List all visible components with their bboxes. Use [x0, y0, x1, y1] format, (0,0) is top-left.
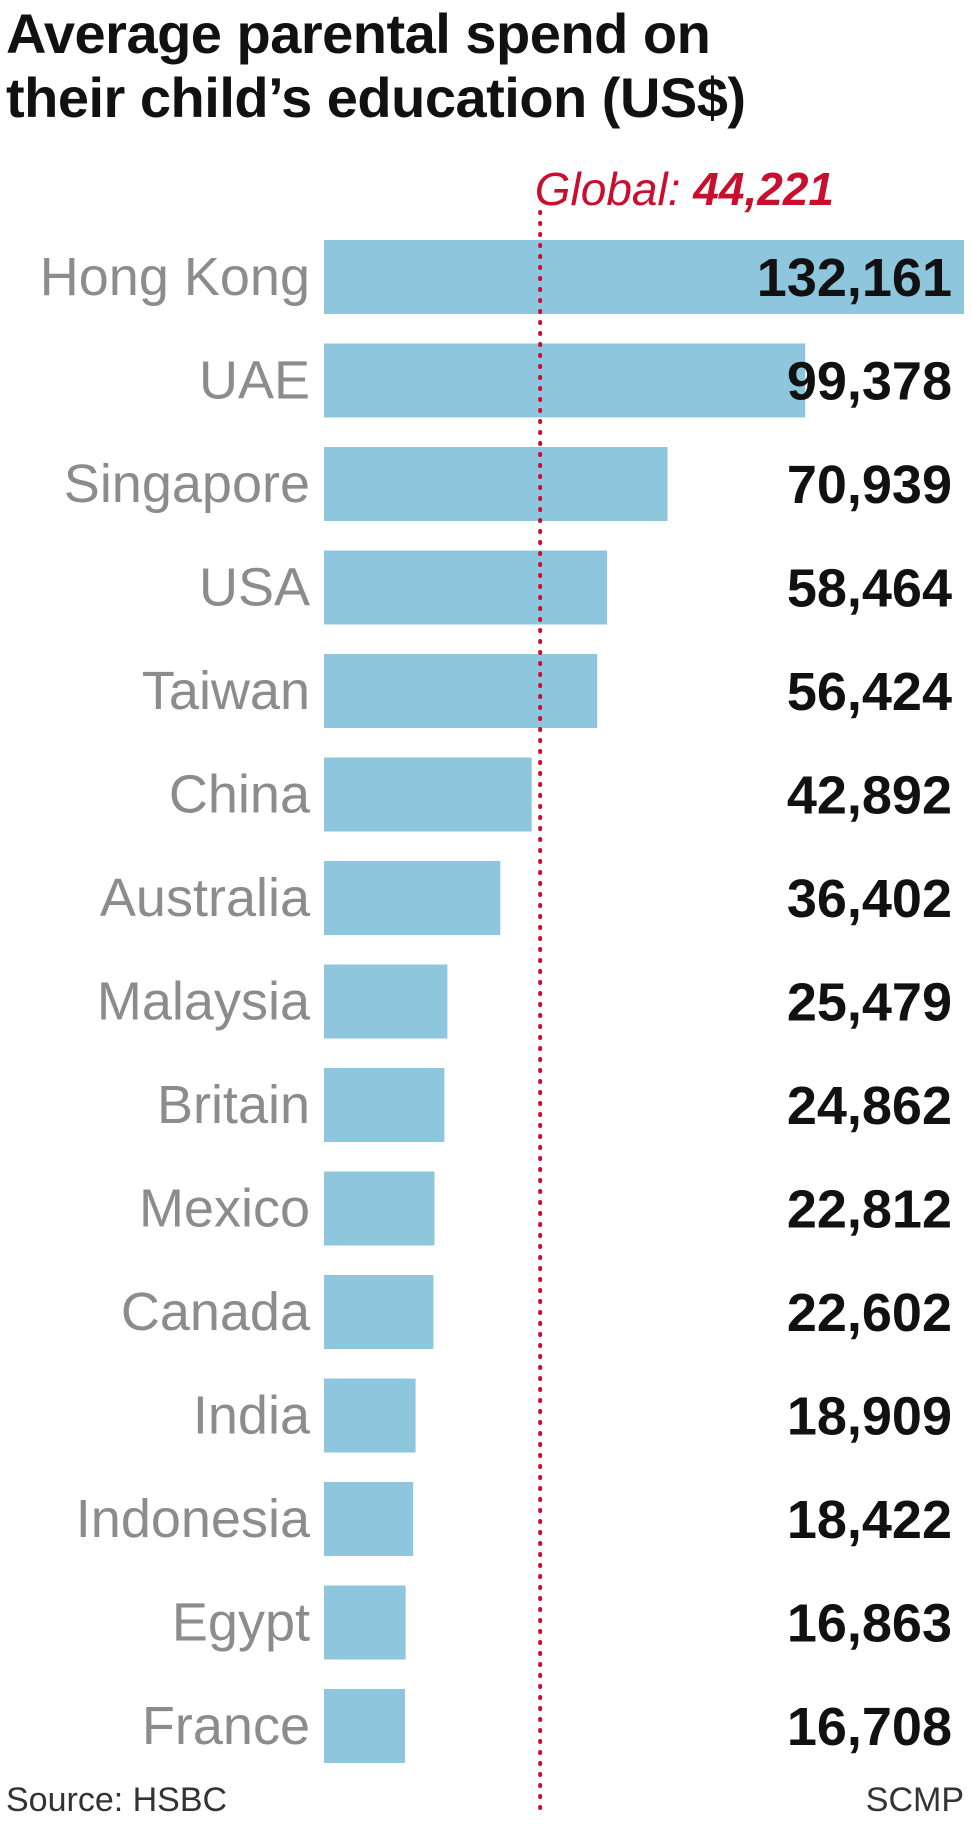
bar-10 — [324, 1275, 434, 1349]
credit-note: SCMP — [865, 1781, 964, 1819]
value-label-4: 56,424 — [787, 662, 952, 722]
value-label-5: 42,892 — [787, 766, 952, 826]
bar-2 — [324, 447, 668, 521]
bar-6 — [324, 861, 501, 935]
category-label-5: China — [169, 765, 311, 825]
value-label-10: 22,602 — [787, 1283, 952, 1343]
category-label-6: Australia — [100, 868, 311, 928]
value-label-13: 16,863 — [787, 1594, 952, 1654]
category-label-0: Hong Kong — [40, 247, 310, 307]
bar-4 — [324, 654, 598, 728]
bar-7 — [324, 964, 448, 1039]
category-label-3: USA — [199, 558, 310, 618]
category-label-7: Malaysia — [97, 972, 311, 1032]
bar-8 — [324, 1068, 445, 1142]
bar-14 — [324, 1689, 405, 1763]
value-label-2: 70,939 — [787, 455, 952, 515]
bar-3 — [324, 550, 608, 625]
value-label-12: 18,422 — [787, 1490, 952, 1550]
category-label-2: Singapore — [64, 454, 310, 514]
category-label-10: Canada — [121, 1282, 311, 1342]
bar-12 — [324, 1482, 414, 1556]
value-label-11: 18,909 — [787, 1387, 952, 1447]
bar-9 — [324, 1171, 435, 1246]
global-average-caption: Global: — [535, 163, 694, 215]
source-note: Source: HSBC — [6, 1781, 228, 1819]
value-label-14: 16,708 — [787, 1697, 952, 1757]
category-label-13: Egypt — [172, 1593, 310, 1653]
value-label-6: 36,402 — [787, 869, 952, 929]
category-label-9: Mexico — [139, 1179, 310, 1239]
value-label-9: 22,812 — [787, 1180, 952, 1240]
global-average-value: 44,221 — [692, 163, 834, 215]
category-label-12: Indonesia — [76, 1489, 311, 1549]
value-label-7: 25,479 — [787, 973, 952, 1033]
value-label-8: 24,862 — [787, 1076, 952, 1136]
category-label-4: Taiwan — [142, 661, 310, 721]
value-label-1: 99,378 — [787, 352, 952, 412]
bar-11 — [324, 1378, 416, 1453]
value-label-3: 58,464 — [787, 559, 952, 619]
category-label-11: India — [193, 1386, 311, 1446]
category-label-1: UAE — [199, 351, 310, 411]
bar-13 — [324, 1585, 406, 1660]
value-label-0: 132,161 — [757, 248, 952, 308]
category-label-8: Britain — [157, 1075, 310, 1135]
bar-1 — [324, 343, 806, 418]
bar-0 — [324, 240, 964, 314]
bar-5 — [324, 757, 532, 832]
chart-title: Average parental spend on their child’s … — [6, 2, 956, 130]
chart-title-line-2: their child’s education (US$) — [6, 66, 746, 129]
chart-title-line-1: Average parental spend on — [6, 2, 711, 65]
global-average-label: Global: 44,221 — [535, 163, 834, 215]
category-label-14: France — [142, 1696, 310, 1756]
